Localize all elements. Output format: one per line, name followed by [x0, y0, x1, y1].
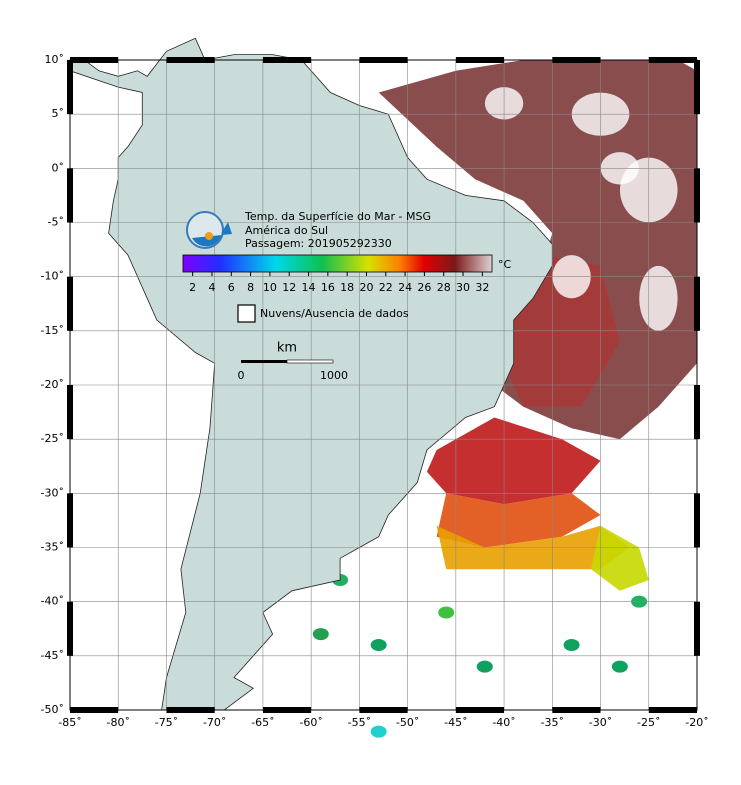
- frame-band: [262, 707, 312, 713]
- lon-tick-label: -75˚: [155, 716, 178, 729]
- scale-unit: km: [277, 341, 297, 356]
- sst-speck: [312, 628, 329, 641]
- frame-band: [694, 493, 700, 548]
- frame-band: [67, 601, 73, 656]
- frame-band: [552, 57, 601, 63]
- lon-tick-label: -20˚: [685, 716, 708, 729]
- sst-patch: [426, 417, 601, 505]
- colorbar-label: 20: [359, 281, 373, 294]
- frame-band: [67, 276, 73, 331]
- frame-band: [694, 168, 700, 223]
- colorbar-label: 22: [379, 281, 393, 294]
- colorbar-label: 14: [302, 281, 316, 294]
- colorbar-label: 6: [228, 281, 235, 294]
- colorbar-label: 30: [456, 281, 470, 294]
- frame-band: [455, 707, 505, 713]
- sst-speck: [370, 639, 387, 651]
- colorbar-label: 32: [475, 281, 489, 294]
- colorbar-label: 2: [189, 281, 196, 294]
- frame-band: [552, 707, 601, 713]
- lon-tick-label: -55˚: [348, 716, 371, 729]
- scale-start: 0: [238, 369, 245, 382]
- title: Temp. da Superfície do Mar - MSG: [244, 210, 431, 223]
- frame-band: [166, 57, 215, 63]
- sst-patch: [436, 493, 601, 548]
- frame-band: [648, 707, 697, 713]
- lon-tick-label: -65˚: [251, 716, 274, 729]
- lon-tick-label: -35˚: [541, 716, 564, 729]
- lon-tick-label: -50˚: [396, 716, 419, 729]
- scale-end: 1000: [320, 369, 348, 382]
- overlay: Temp. da Superfície do Mar - MSG América…: [41, 53, 709, 729]
- lon-tick-label: -70˚: [203, 716, 226, 729]
- lat-tick-label: 0˚: [52, 161, 65, 174]
- frame-band: [359, 707, 408, 713]
- frame-band: [262, 57, 312, 63]
- sst-speck: [563, 639, 580, 651]
- colorbar-label: 10: [263, 281, 277, 294]
- lat-tick-label: -5˚: [48, 216, 64, 229]
- lat-tick-label: -50˚: [41, 703, 64, 716]
- logo-arrow: [192, 222, 232, 247]
- region: América do Sul: [245, 224, 328, 237]
- frame-band: [67, 168, 73, 223]
- frame-band: [67, 60, 73, 115]
- sst-speck: [611, 660, 628, 673]
- colorbar-label: 4: [208, 281, 215, 294]
- colorbar-label: 26: [417, 281, 431, 294]
- frame-band: [694, 385, 700, 440]
- frame-band: [70, 707, 119, 713]
- lat-tick-label: -35˚: [41, 541, 64, 554]
- lon-tick-label: -40˚: [492, 716, 515, 729]
- frame-band: [67, 493, 73, 548]
- frame-band: [70, 57, 119, 63]
- frame-band: [67, 385, 73, 440]
- frame-band: [359, 57, 408, 63]
- lat-tick-label: -10˚: [41, 270, 64, 283]
- lon-tick-label: -30˚: [589, 716, 612, 729]
- colorbar-label: 12: [282, 281, 296, 294]
- colorbar-label: 18: [340, 281, 354, 294]
- lon-tick-label: -80˚: [106, 716, 129, 729]
- frame-band: [455, 57, 505, 63]
- colorbar-label: 24: [398, 281, 412, 294]
- lon-tick-label: -25˚: [637, 716, 660, 729]
- lat-tick-label: -15˚: [41, 324, 64, 337]
- lat-tick-label: -30˚: [41, 486, 64, 499]
- frame-band: [166, 707, 215, 713]
- pass: Passagem: 201905292330: [245, 237, 392, 250]
- sst-speck: [370, 725, 387, 738]
- colorbar-label: 16: [321, 281, 335, 294]
- cloud-gap: [639, 265, 678, 331]
- lat-tick-label: -20˚: [41, 378, 64, 391]
- frame-band: [694, 601, 700, 656]
- lon-tick-label: -45˚: [444, 716, 467, 729]
- lat-tick-label: -45˚: [41, 649, 64, 662]
- colorbar-label: 28: [437, 281, 451, 294]
- scale-bar: [241, 360, 287, 363]
- scale-bar: [286, 359, 334, 364]
- lat-tick-label: -25˚: [41, 432, 64, 445]
- lat-tick-label: 10˚: [45, 53, 65, 66]
- legend-swatch: [237, 304, 256, 323]
- frame-band: [694, 276, 700, 331]
- frame-band: [648, 57, 697, 63]
- frame-band: [694, 60, 700, 115]
- sst-patch: [590, 525, 649, 591]
- sst-speck: [438, 606, 455, 619]
- colorbar-unit: °C: [498, 258, 512, 271]
- colorbar-label: 8: [247, 281, 254, 294]
- lon-tick-label: -60˚: [299, 716, 322, 729]
- lat-tick-label: 5˚: [52, 107, 65, 120]
- legend-label: Nuvens/Ausencia de dados: [260, 307, 409, 320]
- map-base: [69, 37, 698, 738]
- logo-dot: [205, 232, 213, 240]
- lon-tick-label: -85˚: [58, 716, 81, 729]
- sst-speck: [476, 660, 493, 673]
- lat-tick-label: -40˚: [41, 595, 64, 608]
- colorbar: [182, 254, 493, 273]
